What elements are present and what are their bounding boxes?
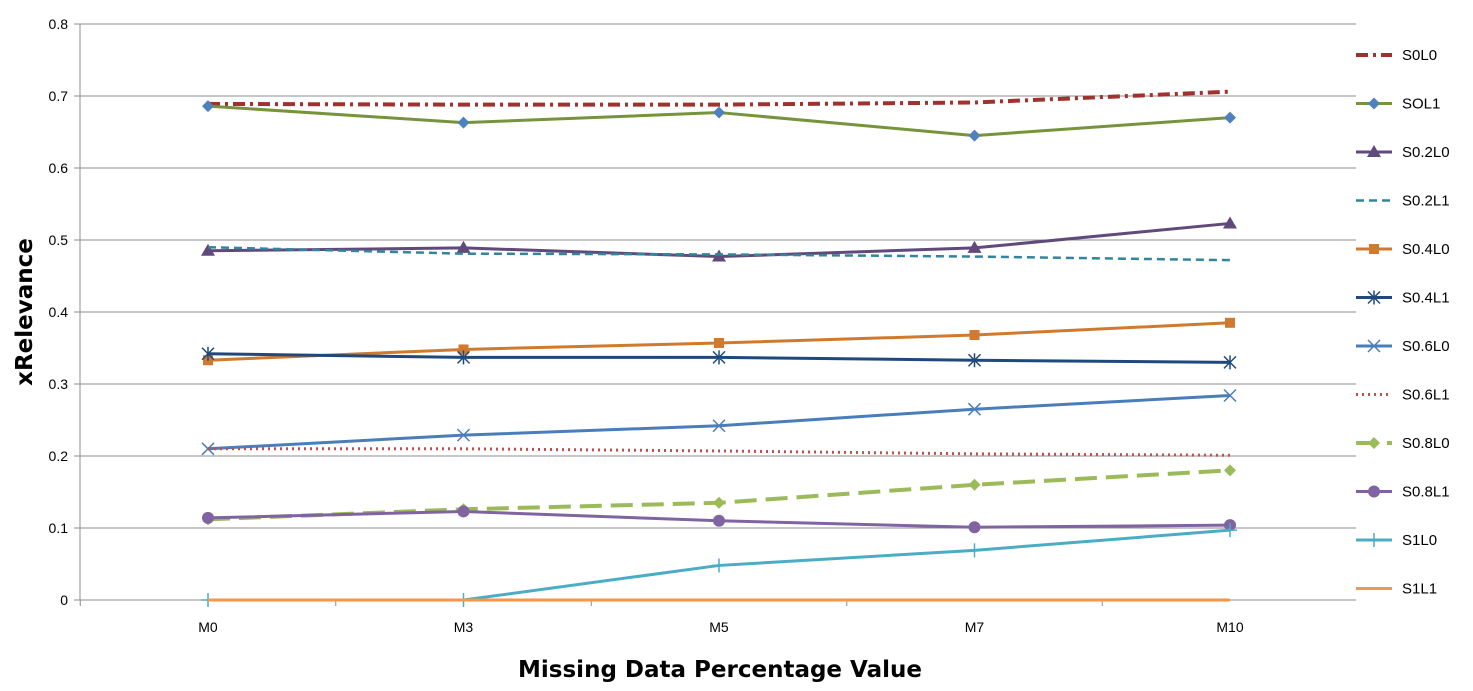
series-s0-8l1 — [202, 505, 1236, 534]
x-tick-label: M3 — [454, 619, 474, 635]
legend-label: SOL1 — [1402, 96, 1440, 113]
data-point — [967, 402, 982, 416]
data-point — [712, 350, 726, 365]
series-s0-2l1 — [207, 245, 1231, 262]
data-point — [712, 558, 726, 573]
x-axis-title: Missing Data Percentage Value — [518, 657, 922, 683]
data-point — [967, 353, 982, 368]
legend-label: S0.4L0 — [1402, 241, 1450, 258]
y-tick-label: 0.6 — [49, 160, 69, 176]
y-tick-label: 0.8 — [49, 16, 69, 32]
legend-entry: S1L1 — [1356, 581, 1437, 598]
data-point — [1225, 317, 1235, 328]
series-line — [207, 394, 1231, 451]
series-s0l0 — [207, 89, 1231, 107]
data-point — [968, 129, 981, 142]
legend-entry: S0.4L1 — [1356, 290, 1450, 307]
legend-entry: S0L0 — [1356, 47, 1437, 64]
legend-entry: S0.6L1 — [1356, 387, 1450, 404]
series-line — [207, 468, 1231, 522]
data-point — [202, 511, 214, 524]
legend-marker — [1367, 145, 1381, 157]
data-point — [968, 478, 981, 491]
legend: S0L0 SOL1 S0.2L0 S0.2L1 S0.4L0 S0.4L1 S0.6L0 S0… — [1356, 47, 1450, 598]
legend-label: S0.2L1 — [1402, 193, 1450, 210]
data-point — [1223, 216, 1237, 229]
y-tick-labels: 0 0.1 0.2 0.3 0.4 0.5 0.6 0.7 0.8 — [49, 16, 69, 608]
data-point — [1223, 355, 1237, 370]
series-sol1 — [202, 100, 1236, 142]
data-point — [1223, 388, 1237, 403]
x-tick-label: M0 — [198, 619, 218, 635]
x-tick-labels: M0 M3 M5 M7 M10 — [198, 619, 1244, 635]
legend-entry: S0.2L0 — [1356, 144, 1450, 161]
legend-marker — [1369, 244, 1379, 254]
y-axis-title: xRelevance — [12, 238, 38, 386]
data-point — [202, 100, 214, 113]
legend-label: S0L0 — [1402, 47, 1437, 64]
y-tick-label: 0.1 — [49, 520, 69, 536]
legend-marker — [1367, 290, 1381, 305]
gridlines — [80, 23, 1356, 529]
data-point — [456, 240, 471, 253]
y-tick-label: 0 — [60, 592, 68, 608]
data-point — [1224, 111, 1236, 124]
legend-marker — [1367, 339, 1381, 353]
legend-entry: SOL1 — [1356, 96, 1440, 113]
data-point — [713, 496, 725, 509]
legend-label: S1L0 — [1402, 532, 1437, 549]
data-point — [967, 543, 982, 558]
legend-entry: S1L0 — [1356, 532, 1437, 549]
data-point — [456, 350, 471, 365]
x-tick-label: M5 — [709, 619, 729, 635]
y-tick-label: 0.5 — [49, 232, 69, 248]
legend-entry: S0.6L0 — [1356, 338, 1450, 355]
legend-label: S0.4L1 — [1402, 290, 1450, 307]
series-s0-4l1 — [201, 346, 1237, 370]
legend-entry: S0.8L0 — [1356, 435, 1450, 452]
x-tick-label: M10 — [1216, 619, 1243, 635]
legend-marker — [1368, 437, 1380, 449]
data-point — [714, 337, 724, 348]
x-tick-label: M7 — [965, 619, 985, 635]
series-line — [207, 89, 1231, 107]
data-point — [968, 521, 981, 534]
legend-marker — [1367, 533, 1381, 547]
series-line — [207, 245, 1231, 262]
series-line — [208, 447, 1231, 457]
data-point — [458, 344, 469, 355]
legend-entry: S0.4L0 — [1356, 241, 1450, 258]
series-s1l0 — [201, 523, 1237, 607]
legend-label: S0.6L0 — [1402, 338, 1450, 355]
data-point — [1223, 523, 1237, 538]
data-point — [457, 116, 470, 129]
legend-label: S1L1 — [1402, 581, 1437, 598]
y-tick-label: 0.7 — [49, 88, 69, 104]
data-point — [456, 428, 471, 442]
data-point — [713, 106, 725, 119]
legend-entry: S0.8L1 — [1356, 484, 1450, 501]
data-point — [967, 240, 982, 253]
legend-marker — [1368, 485, 1380, 498]
data-point — [201, 243, 215, 256]
y-tick-label: 0.4 — [49, 304, 69, 320]
data-point — [201, 346, 215, 361]
legend-marker — [1368, 97, 1380, 110]
data-point — [713, 514, 725, 527]
y-tick-label: 0.2 — [49, 448, 69, 464]
series-s0-6l1 — [208, 447, 1231, 457]
data-point — [969, 330, 980, 341]
data-point — [457, 505, 470, 518]
data-point — [1224, 464, 1236, 477]
series-s0-6l0 — [201, 388, 1237, 456]
series-lines — [201, 89, 1237, 607]
y-tick-label: 0.3 — [49, 376, 69, 392]
data-point — [712, 419, 726, 433]
legend-label: S0.2L0 — [1402, 144, 1450, 161]
legend-label: S0.8L0 — [1402, 435, 1450, 452]
legend-label: S0.8L1 — [1402, 484, 1450, 501]
legend-entry: S0.2L1 — [1356, 193, 1450, 210]
legend-label: S0.6L1 — [1402, 387, 1450, 404]
